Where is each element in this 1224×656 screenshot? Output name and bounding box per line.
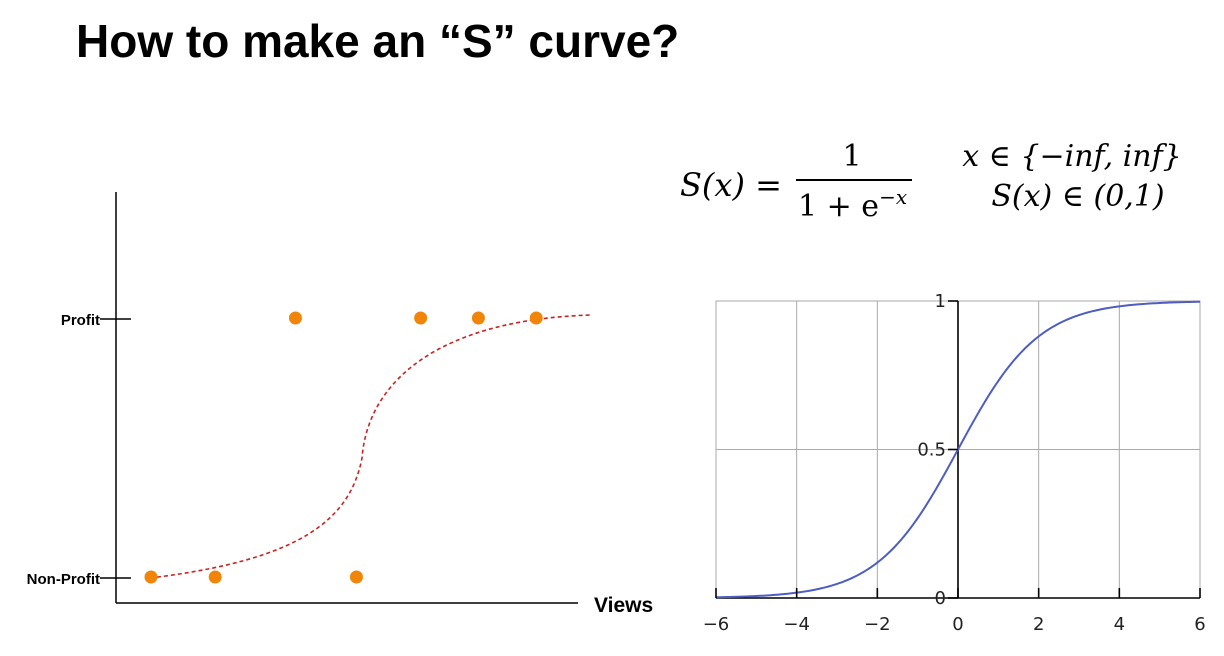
x-tick-label-3: 0 [952,614,963,635]
y-tick-label-1: 0.5 [917,440,946,461]
sigmoid-ticks: −6 −4 −2 0 2 4 6 0 0.5 1 [703,291,1206,635]
x-tick-label-1: −4 [783,614,810,635]
scatter-point-4 [349,570,363,584]
scatter-point-5 [414,311,428,325]
x-tick-label-6: 6 [1194,614,1205,635]
sigmoid-formula: S(x) = 1 1 + e−x x ∈ {−inf, inf} S(x) ∈ … [680,139,1182,224]
page-title: How to make an “S” curve? [76,15,680,67]
formula-numerator: 1 [842,139,861,174]
formula-denominator: 1 + e−x [798,185,907,224]
formula-range: S(x) ∈ (0,1) [991,179,1164,214]
profit-scatter-chart: Profit Non-Profit Views [27,192,653,617]
scatter-point-6 [471,311,485,325]
scatter-point-3 [288,311,302,325]
sigmoid-chart: −6 −4 −2 0 2 4 6 0 0.5 1 [703,291,1206,635]
y-tick-label-0: 0 [935,588,946,609]
y-label-non-profit: Non-Profit [27,571,100,588]
y-label-profit: Profit [61,312,100,329]
scatter-point-1 [144,570,158,584]
y-tick-label-2: 1 [935,291,946,312]
formula-denominator-base: 1 + e [798,189,879,224]
x-tick-label-4: 2 [1033,614,1044,635]
scatter-points [144,311,543,584]
scatter-point-7 [529,311,543,325]
x-tick-label-0: −6 [703,614,730,635]
formula-domain: x ∈ {−inf, inf} [962,139,1182,174]
formula-denominator-exp: −x [879,185,907,209]
x-tick-label-5: 4 [1114,614,1125,635]
formula-lhs: S(x) = [680,166,782,204]
scatter-point-2 [208,570,222,584]
x-tick-label-2: −2 [864,614,891,635]
s-curve-fit [149,314,591,579]
x-axis-label: Views [594,594,653,617]
